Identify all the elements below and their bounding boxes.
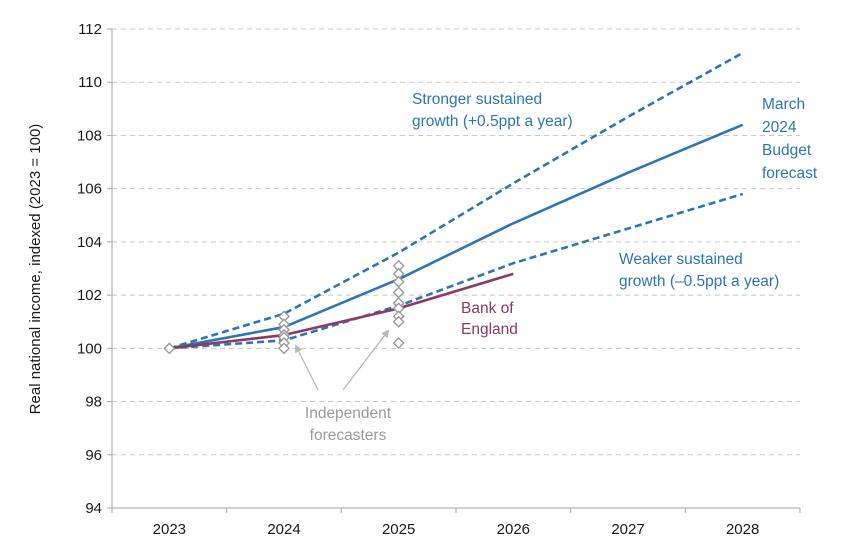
annotation-stronger-line: Stronger sustained: [412, 91, 542, 108]
y-tick-label: 112: [78, 21, 102, 38]
forecaster-marker: [278, 342, 290, 355]
annotation-budget-line: March: [762, 96, 805, 113]
annotation-boe-line: England: [461, 321, 518, 338]
series-lines: [168, 51, 744, 350]
annotation-weaker-line: Weaker sustained: [619, 251, 743, 268]
x-tick-label: 2025: [382, 521, 415, 538]
x-tick-label: 2028: [726, 521, 759, 538]
axes: [107, 28, 801, 513]
forecaster-marker: [392, 286, 405, 299]
forecaster-marker: [392, 337, 405, 350]
annotation-independent-line: forecasters: [310, 427, 387, 444]
y-tick-label: 110: [78, 74, 102, 91]
annotation-independent-line: Independent: [305, 405, 392, 422]
y-tick-label: 96: [85, 447, 102, 464]
x-tick-labels: 2023 2024 2025 2026 2027 2028: [153, 521, 760, 538]
annotation-budget-line: Budget: [762, 142, 812, 159]
forecaster-marker: [163, 342, 176, 355]
series-line-bank-of-england: [169, 272, 514, 350]
y-tick-label: 102: [77, 287, 102, 304]
x-tick-label: 2027: [611, 521, 644, 538]
y-tick-label: 104: [77, 234, 102, 251]
annotation-stronger-line: growth (+0.5ppt a year): [412, 113, 573, 130]
arrow-to-2025: [342, 329, 390, 391]
series-line-stronger-sustained-growth-0-5ppt-a-year: [168, 51, 744, 350]
y-tick-labels: 94 96 98 100 102 104 106 108 110 112: [77, 21, 102, 517]
y-tick-label: 100: [77, 340, 102, 357]
x-tick-label: 2023: [153, 521, 186, 538]
y-tick-label: 108: [77, 127, 102, 144]
annotation-budget-line: forecast: [762, 165, 818, 182]
arrow-to-2024: [295, 344, 319, 391]
independent-forecaster-markers: [163, 259, 405, 355]
annotation-arrows: [295, 329, 390, 391]
y-axis-label: Real national income, indexed (2023 = 10…: [27, 124, 44, 415]
gridlines: [112, 28, 800, 456]
y-tick-label: 94: [85, 500, 102, 517]
forecaster-marker: [392, 315, 405, 328]
annotation-weaker-line: growth (–0.5ppt a year): [619, 273, 779, 290]
annotations: Stronger sustained growth (+0.5ppt a year…: [305, 91, 818, 444]
annotation-budget-line: 2024: [762, 119, 797, 136]
series-line-march-2024-budget-forecast: [169, 123, 744, 350]
x-tick-label: 2024: [267, 521, 300, 538]
annotation-boe-line: Bank of: [461, 300, 514, 317]
x-tick-label: 2026: [497, 521, 530, 538]
y-tick-label: 98: [85, 394, 102, 411]
y-tick-label: 106: [77, 181, 102, 198]
series-line-weaker-sustained-growth-0-5ppt-a-year: [169, 192, 744, 350]
